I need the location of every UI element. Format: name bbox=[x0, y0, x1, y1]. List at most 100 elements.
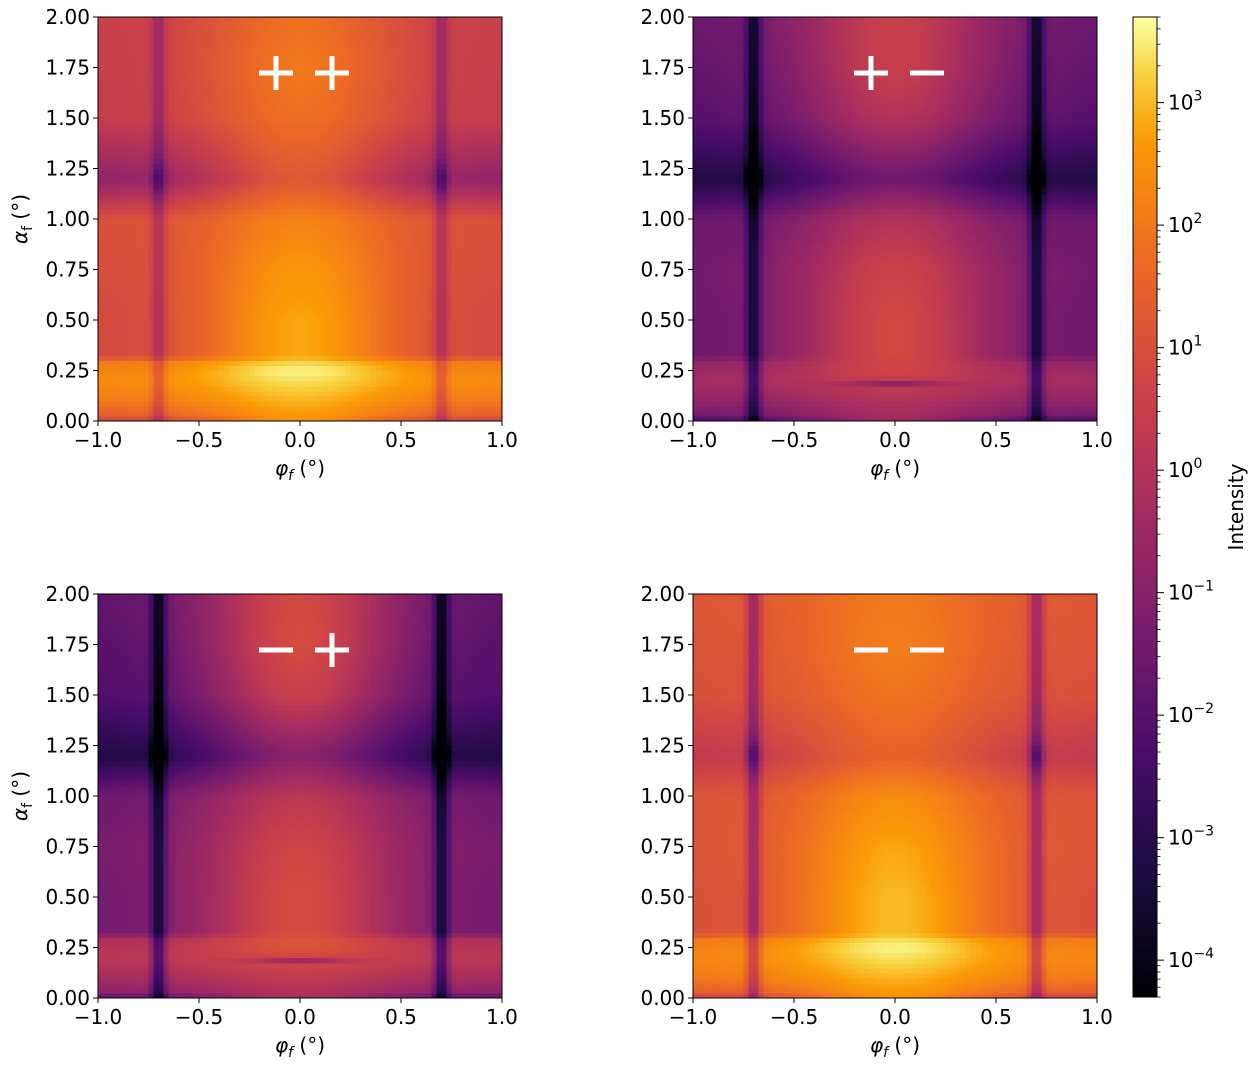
heatmap-cell bbox=[214, 264, 220, 271]
heatmap-cell bbox=[239, 158, 246, 165]
heatmap-cell bbox=[123, 178, 129, 185]
heatmap-cell bbox=[254, 138, 261, 144]
heatmap-cell bbox=[461, 390, 468, 397]
heatmap-cell bbox=[188, 289, 195, 296]
heatmap-cell bbox=[143, 365, 150, 372]
heatmap-cell bbox=[320, 178, 326, 185]
heatmap-cell bbox=[365, 128, 372, 134]
heatmap-cell bbox=[294, 158, 301, 165]
heatmap-cell bbox=[259, 239, 266, 245]
heatmap-cell bbox=[168, 395, 175, 402]
heatmap-cell bbox=[128, 410, 134, 417]
heatmap-cell bbox=[133, 107, 139, 114]
heatmap-cell bbox=[385, 219, 392, 225]
heatmap-cell bbox=[254, 365, 261, 372]
heatmap-cell bbox=[320, 309, 326, 316]
heatmap-cell bbox=[259, 410, 266, 417]
heatmap-cell bbox=[158, 259, 165, 266]
heatmap-cell bbox=[325, 213, 331, 220]
heatmap-cell bbox=[350, 168, 357, 175]
heatmap-cell bbox=[300, 370, 306, 377]
heatmap-cell bbox=[199, 198, 205, 205]
heatmap-cell bbox=[390, 350, 397, 356]
heatmap-cell bbox=[300, 112, 306, 119]
heatmap-cell bbox=[193, 128, 200, 134]
heatmap-cell bbox=[239, 375, 246, 382]
heatmap-cell bbox=[446, 350, 453, 356]
heatmap-cell bbox=[451, 309, 458, 316]
heatmap-cell bbox=[103, 102, 109, 109]
heatmap-cell bbox=[138, 249, 145, 255]
heatmap-cell bbox=[305, 365, 311, 372]
heatmap-cell bbox=[108, 188, 114, 195]
heatmap-cell bbox=[289, 405, 296, 412]
heatmap-cell bbox=[461, 330, 468, 336]
heatmap-cell bbox=[269, 138, 276, 144]
heatmap-cell bbox=[466, 360, 473, 367]
heatmap-cell bbox=[335, 415, 341, 422]
heatmap-cell bbox=[138, 360, 145, 367]
heatmap-cell bbox=[153, 173, 160, 180]
heatmap-cell bbox=[416, 274, 422, 281]
heatmap-cell bbox=[416, 355, 422, 361]
heatmap-cell bbox=[390, 405, 397, 412]
heatmap-cell bbox=[441, 118, 448, 124]
heatmap-cell bbox=[199, 244, 205, 250]
heatmap-cell bbox=[345, 249, 352, 255]
heatmap-cell bbox=[365, 168, 372, 175]
heatmap-cell bbox=[476, 340, 483, 346]
heatmap-cell bbox=[199, 390, 205, 397]
heatmap-cell bbox=[123, 365, 129, 372]
heatmap-cell bbox=[193, 148, 200, 154]
heatmap-cell bbox=[335, 289, 341, 296]
heatmap-cell bbox=[390, 173, 397, 180]
heatmap-cell bbox=[325, 163, 331, 170]
heatmap-cell bbox=[294, 224, 301, 230]
heatmap-cell bbox=[158, 234, 165, 240]
heatmap-cell bbox=[188, 143, 195, 149]
heatmap-cell bbox=[118, 289, 124, 296]
heatmap-cell bbox=[315, 325, 321, 331]
heatmap-cell bbox=[481, 264, 488, 271]
heatmap-cell bbox=[426, 198, 432, 205]
heatmap-cell bbox=[481, 259, 488, 266]
heatmap-cell bbox=[279, 158, 286, 165]
heatmap-cell bbox=[178, 107, 185, 114]
heatmap-cell bbox=[254, 198, 261, 205]
heatmap-cell bbox=[178, 365, 185, 372]
heatmap-cell bbox=[370, 355, 377, 361]
heatmap-cell bbox=[199, 148, 205, 154]
heatmap-cell bbox=[269, 375, 276, 382]
heatmap-cell bbox=[209, 239, 215, 245]
heatmap-cell bbox=[108, 254, 114, 260]
heatmap-cell bbox=[163, 128, 170, 134]
heatmap-cell bbox=[441, 314, 448, 321]
heatmap-cell bbox=[138, 107, 145, 114]
heatmap-cell bbox=[254, 163, 261, 170]
heatmap-cell bbox=[219, 330, 225, 336]
heatmap-cell bbox=[446, 284, 453, 291]
heatmap-cell bbox=[133, 380, 139, 387]
heatmap-cell bbox=[370, 345, 377, 351]
heatmap-cell bbox=[259, 198, 266, 205]
heatmap-cell bbox=[375, 198, 382, 205]
heatmap-cell bbox=[380, 112, 387, 119]
heatmap-cell bbox=[406, 123, 412, 129]
heatmap-cell bbox=[426, 188, 432, 195]
heatmap-cell bbox=[229, 309, 235, 316]
heatmap-cell bbox=[496, 249, 503, 255]
heatmap-cell bbox=[269, 118, 276, 124]
heatmap-cell bbox=[330, 269, 336, 276]
heatmap-cell bbox=[350, 213, 357, 220]
heatmap-cell bbox=[355, 284, 362, 291]
heatmap-cell bbox=[173, 193, 180, 200]
heatmap-cell bbox=[365, 153, 372, 159]
heatmap-cell bbox=[224, 410, 230, 417]
heatmap-cell bbox=[486, 294, 493, 301]
heatmap-cell bbox=[259, 360, 266, 367]
heatmap-cell bbox=[416, 153, 422, 159]
heatmap-cell bbox=[123, 123, 129, 129]
heatmap-cell bbox=[239, 249, 246, 255]
heatmap-cell bbox=[320, 325, 326, 331]
heatmap-cell bbox=[138, 380, 145, 387]
